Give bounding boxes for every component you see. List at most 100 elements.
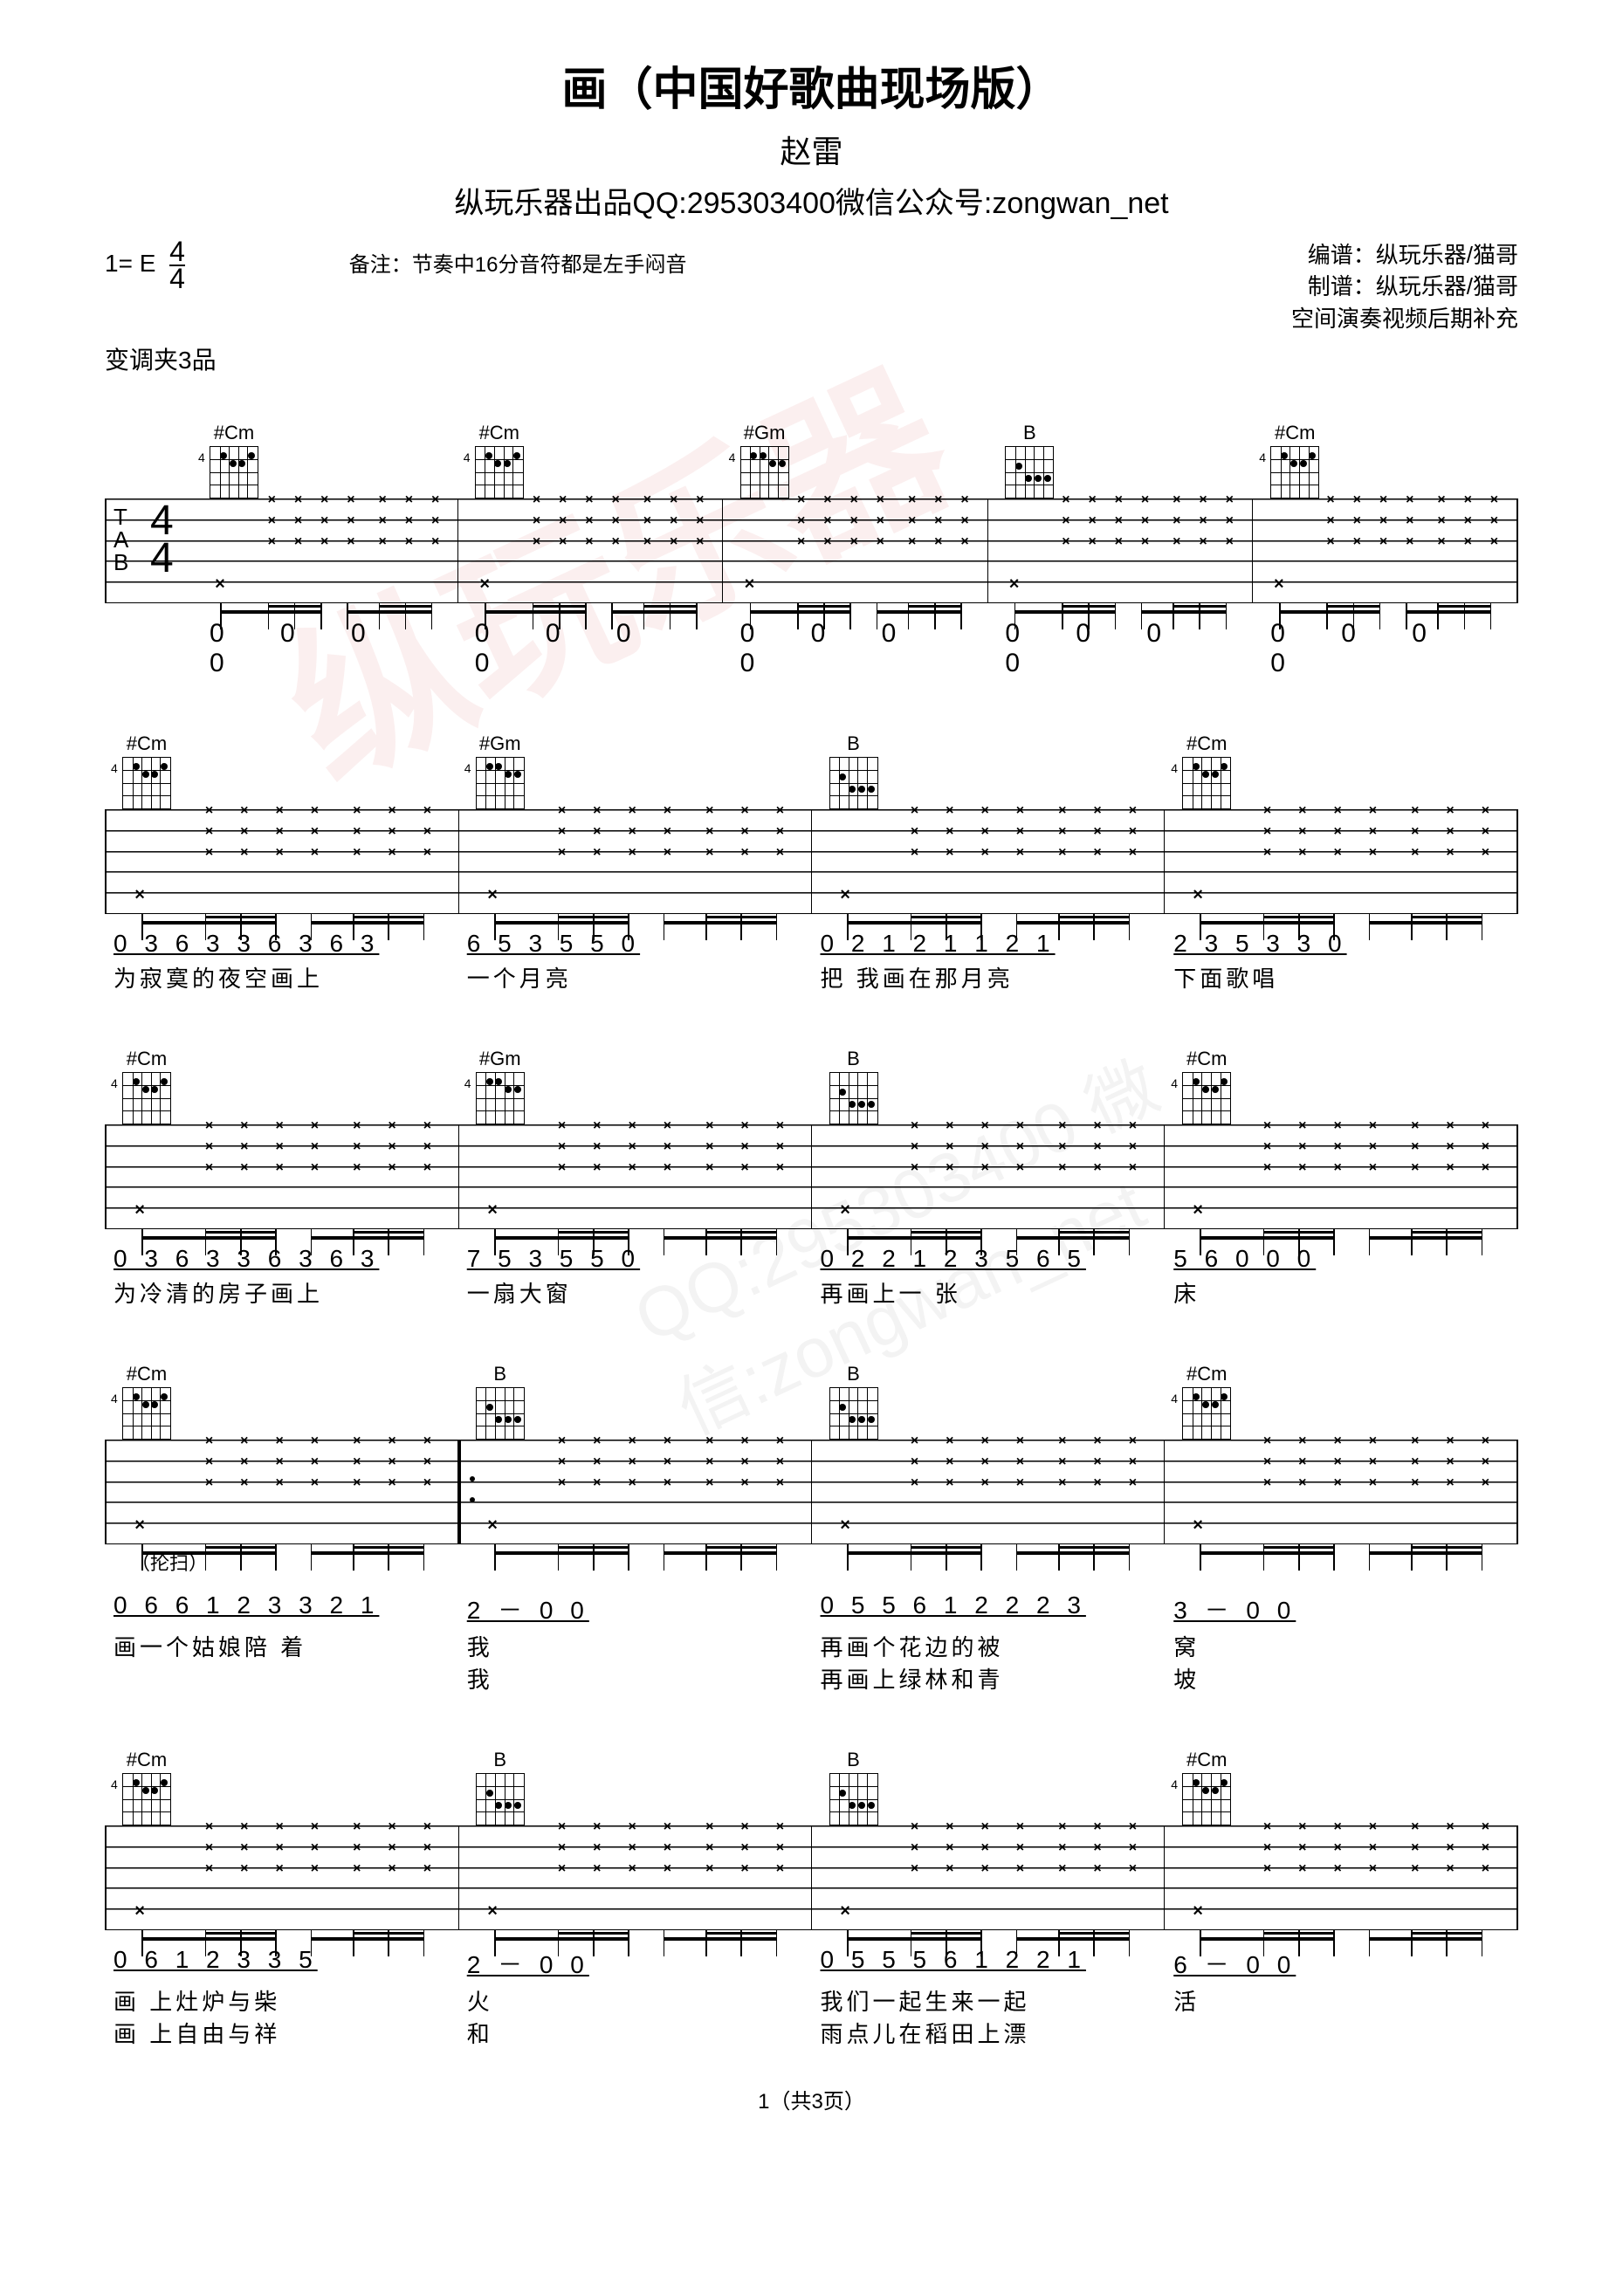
tab-clef: TAB <box>113 505 128 574</box>
chord-grid: 4 <box>1182 757 1231 809</box>
jianpu-row: 0 6 6 1 2 3 3 2 12 － 0 00 5 5 6 1 2 2 2 … <box>105 1591 1518 1626</box>
tab-measure: ×××××××××××××××××××××× <box>1165 1440 1516 1544</box>
artist-name: 赵雷 <box>105 127 1518 172</box>
notation-system: #Cm4#Gm4B#Cm4×××××××××××××××××××××××××××… <box>105 713 1518 993</box>
chord-name: #Cm <box>127 1363 167 1385</box>
chord-name: B <box>847 732 860 755</box>
zeros-cell: 0 0 0 0 <box>192 619 457 678</box>
jianpu-cell: 0 6 6 1 2 3 3 2 1 <box>105 1591 458 1626</box>
zeros-cell: 0 0 0 0 <box>723 619 988 678</box>
chord-diagram: #Cm4 <box>122 1749 171 1825</box>
jianpu-cell: 3 － 0 0 <box>1165 1591 1518 1626</box>
tab-measure: ×××××××××××××××××××××× <box>459 1440 812 1544</box>
chord-grid: 4 <box>122 757 171 809</box>
chord-diagram: #Cm4 <box>475 422 524 498</box>
lyric-row: 画一个姑娘陪 着我 再画个花边的被窝 <box>105 1630 1518 1662</box>
page-number: 1（共3页） <box>105 2084 1518 2114</box>
notation-system: #Cm4#Gm4B#Cm4×××××××××××××××××××××××××××… <box>105 1028 1518 1309</box>
chord-grid: 4 <box>1270 446 1319 498</box>
tab-measure: ×××××××××××××××××××××× <box>459 809 812 914</box>
chord-diagram: #Cm4 <box>1182 1363 1231 1440</box>
jianpu-cell: 2 － 0 0 <box>458 1946 812 1981</box>
zeros-cell: 0 0 0 0 <box>457 619 723 678</box>
time-signature: 44 <box>150 502 174 577</box>
chord-diagram: B <box>476 1749 525 1825</box>
jianpu-cell: 6 5 3 5 5 0 <box>458 930 812 958</box>
chord-row: #Cm4#Gm4B#Cm4 <box>105 1028 1518 1124</box>
chord-grid <box>1005 446 1054 498</box>
timesig-den: 4 <box>169 266 185 292</box>
chord-grid: 4 <box>476 757 525 809</box>
chord-diagram: B <box>1005 422 1054 498</box>
tab-measure: ×××××××××××××××××××××× <box>1253 498 1516 603</box>
lyric-cell: 再画个花边的被 <box>812 1630 1166 1662</box>
tab-measure: ×××××××××××××××××××××× <box>194 498 458 603</box>
tab-measure: ×××××××××××××××××××××× <box>458 498 723 603</box>
zeros-cell: 0 0 0 0 <box>1253 619 1518 678</box>
chord-grid: 4 <box>122 1072 171 1124</box>
jianpu-cell: 5 6 0 0 0 <box>1165 1245 1518 1273</box>
chord-grid <box>829 1072 878 1124</box>
chord-name: #Cm <box>1186 1749 1227 1771</box>
credit-notation: 制谱：纵玩乐器/猫哥 <box>1291 271 1518 302</box>
chord-name: #Cm <box>479 422 519 444</box>
chord-grid <box>829 757 878 809</box>
song-title: 画（中国好歌曲现场版） <box>105 52 1518 118</box>
lyric-cell: 再画上绿林和青 <box>812 1662 1166 1695</box>
chord-name: #Cm <box>127 1749 167 1771</box>
chord-name: #Cm <box>1186 1048 1227 1070</box>
tab-measure: ×××××××××××××××××××××× <box>459 1124 812 1229</box>
lyric-cell: 雨点儿在稻田上漂 <box>812 2017 1166 2049</box>
chord-name: B <box>847 1363 860 1385</box>
chord-cell: #Cm4 <box>1253 402 1518 498</box>
chord-diagram: #Cm4 <box>1182 732 1231 809</box>
jianpu-cell: 0 2 2 1 2 3 5 6 5 <box>812 1245 1166 1273</box>
jianpu-cell: 2 3 5 3 3 0 <box>1165 930 1518 958</box>
chord-cell: #Cm4 <box>192 402 457 498</box>
chord-grid <box>829 1387 878 1440</box>
tab-measure: ×××××××××××××××××××××× <box>459 1825 812 1930</box>
lyric-cell: 再画上一 张 <box>812 1276 1166 1309</box>
jianpu-cell: 0 5 5 5 6 1 2 2 1 <box>812 1946 1166 1981</box>
lyric-row-2: 我 再画上绿林和青坡 <box>105 1662 1518 1695</box>
lyric-cell: 为冷清的房子画上 <box>105 1276 458 1309</box>
notation-system: #Cm4BB#Cm4××××××××××××××××××××××××××××××… <box>105 1344 1518 1695</box>
chord-name: #Cm <box>127 1048 167 1070</box>
chord-cell: #Cm4 <box>105 1344 458 1440</box>
remark-text: 备注：节奏中16分音符都是左手闷音 <box>349 253 687 277</box>
tab-staff: ×××××××××××××××××××××× ××××××××××××××××××… <box>105 1440 1518 1544</box>
chord-cell: B <box>458 1344 812 1440</box>
zeros-row: 0 0 0 00 0 0 00 0 0 00 0 0 00 0 0 0 <box>105 619 1518 678</box>
chord-row: #Cm4 #Gm4 B #Cm4 <box>105 713 1518 809</box>
tab-measure: ×××××××××××××××××××××× <box>107 1825 459 1930</box>
chord-name: B <box>847 1048 860 1070</box>
chord-grid: 4 <box>210 446 258 498</box>
lyric-cell <box>1165 2017 1518 2049</box>
tab-measure: ×××××××××××××××××××××× <box>1165 1124 1516 1229</box>
chord-cell: B <box>812 1344 1166 1440</box>
chord-cell: #Cm4 <box>1165 713 1518 809</box>
jianpu-cell: 0 3 6 3 3 6 3 6 3 <box>105 930 458 958</box>
chord-cell: #Cm4 <box>105 713 458 809</box>
chord-diagram: #Gm4 <box>476 732 525 809</box>
jianpu-row: 0 3 6 3 3 6 3 6 37 5 3 5 5 00 2 2 1 2 3 … <box>105 1245 1518 1273</box>
notation-system: #Cm4#Cm4#Gm4B#Cm4TAB44××××××××××××××××××… <box>105 402 1518 678</box>
chord-cell: #Gm4 <box>723 402 988 498</box>
chord-cell: B <box>458 1729 812 1825</box>
lyric-cell: 画 上自由与祥 <box>105 2017 458 2049</box>
chord-name: #Cm <box>1275 422 1315 444</box>
tab-measure: ×××××××××××××××××××××× <box>723 498 987 603</box>
capo-label: 变调夹3品 <box>105 341 1518 376</box>
lyric-row: 画 上灶炉与柴火 我们一起生来一起活 <box>105 1984 1518 2017</box>
lyric-row: 为冷清的房子画上一扇大窗 再画上一 张床 <box>105 1276 1518 1309</box>
chord-cell: B <box>987 402 1253 498</box>
chord-diagram: #Cm4 <box>1182 1048 1231 1124</box>
tab-staff: TAB44×××××××××××××××××××××××××××××××××××… <box>105 498 1518 603</box>
chord-diagram: #Gm4 <box>740 422 789 498</box>
chord-diagram: #Gm4 <box>476 1048 525 1124</box>
chord-name: #Gm <box>744 422 786 444</box>
jianpu-cell: 0 6 1 2 3 3 5 <box>105 1946 458 1981</box>
lyric-cell: 一个月亮 <box>458 961 812 993</box>
lyric-cell: 为寂寞的夜空画上 <box>105 961 458 993</box>
tab-measure: ×××××××××××××××××××××× <box>107 809 459 914</box>
